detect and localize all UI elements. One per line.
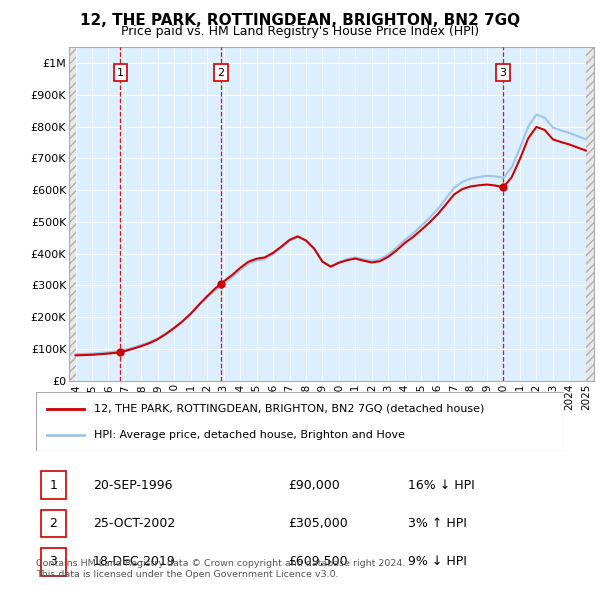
Text: 12, THE PARK, ROTTINGDEAN, BRIGHTON, BN2 7GQ: 12, THE PARK, ROTTINGDEAN, BRIGHTON, BN2…: [80, 13, 520, 28]
Text: 1: 1: [49, 478, 58, 492]
Text: 2: 2: [49, 517, 58, 530]
Text: 1: 1: [117, 68, 124, 78]
Text: HPI: Average price, detached house, Brighton and Hove: HPI: Average price, detached house, Brig…: [94, 430, 405, 440]
Text: 3% ↑ HPI: 3% ↑ HPI: [408, 517, 467, 530]
Text: 16% ↓ HPI: 16% ↓ HPI: [408, 478, 475, 492]
Text: £90,000: £90,000: [288, 478, 340, 492]
Text: £305,000: £305,000: [288, 517, 348, 530]
Text: 12, THE PARK, ROTTINGDEAN, BRIGHTON, BN2 7GQ (detached house): 12, THE PARK, ROTTINGDEAN, BRIGHTON, BN2…: [94, 404, 484, 414]
Bar: [69, 47, 76, 381]
Text: This data is licensed under the Open Government Licence v3.0.: This data is licensed under the Open Gov…: [36, 571, 338, 579]
Text: 2: 2: [217, 68, 224, 78]
FancyBboxPatch shape: [36, 392, 564, 451]
Text: £609,500: £609,500: [288, 555, 347, 569]
Text: 3: 3: [499, 68, 506, 78]
Text: Contains HM Land Registry data © Crown copyright and database right 2024.: Contains HM Land Registry data © Crown c…: [36, 559, 406, 568]
Text: 25-OCT-2002: 25-OCT-2002: [93, 517, 175, 530]
Text: 3: 3: [49, 555, 58, 569]
Text: 18-DEC-2019: 18-DEC-2019: [93, 555, 176, 569]
Text: 20-SEP-1996: 20-SEP-1996: [93, 478, 173, 492]
Bar: [586, 47, 594, 381]
Text: Price paid vs. HM Land Registry's House Price Index (HPI): Price paid vs. HM Land Registry's House …: [121, 25, 479, 38]
Text: 9% ↓ HPI: 9% ↓ HPI: [408, 555, 467, 569]
